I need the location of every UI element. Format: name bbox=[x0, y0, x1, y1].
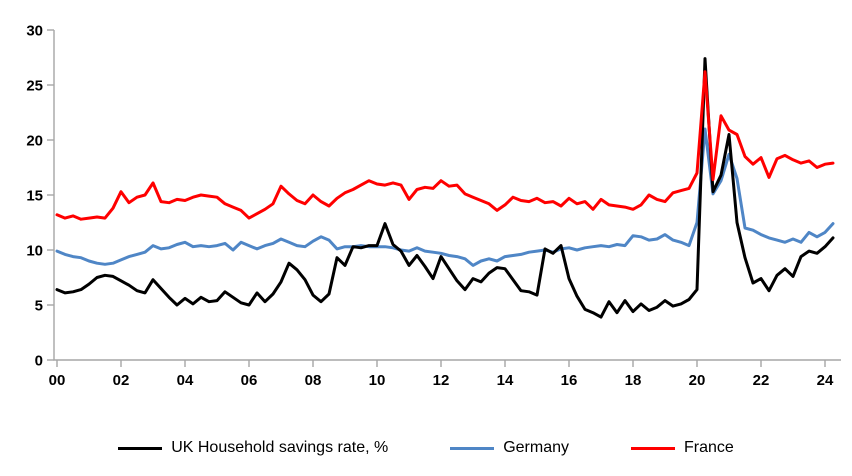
legend-swatch-france bbox=[631, 446, 675, 450]
y-tick-label: 30 bbox=[26, 23, 43, 40]
x-tick-label: 02 bbox=[113, 372, 130, 389]
y-tick-label: 15 bbox=[26, 188, 43, 205]
y-tick-label: 10 bbox=[26, 243, 43, 260]
legend-label-france: France bbox=[684, 439, 734, 456]
legend-label-uk: UK Household savings rate, % bbox=[171, 439, 389, 456]
y-tick-label: 25 bbox=[26, 78, 43, 95]
x-tick-label: 08 bbox=[305, 372, 322, 389]
x-tick-label: 00 bbox=[49, 372, 66, 389]
legend-item-uk: UK Household savings rate, % bbox=[118, 439, 388, 457]
chart-legend: UK Household savings rate, % Germany Fra… bbox=[0, 428, 852, 468]
x-tick-label: 22 bbox=[753, 372, 770, 389]
legend-swatch-uk bbox=[118, 446, 163, 450]
legend-item-france: France bbox=[631, 439, 734, 457]
legend-item-germany: Germany bbox=[450, 439, 569, 457]
y-tick-label: 5 bbox=[35, 298, 43, 315]
axis-lines bbox=[53, 30, 841, 361]
legend-label-germany: Germany bbox=[503, 439, 569, 456]
x-tick-label: 04 bbox=[177, 372, 194, 389]
series-line-france bbox=[55, 70, 835, 221]
x-tick-label: 18 bbox=[625, 372, 642, 389]
x-tick-label: 16 bbox=[561, 372, 578, 389]
x-tick-label: 12 bbox=[433, 372, 450, 389]
x-tick-label: 24 bbox=[817, 372, 834, 389]
x-tick-label: 06 bbox=[241, 372, 258, 389]
x-tick-label: 14 bbox=[497, 372, 514, 389]
y-tick-label: 20 bbox=[26, 133, 43, 150]
x-tick-label: 10 bbox=[369, 372, 386, 389]
y-tick-label: 0 bbox=[35, 353, 43, 370]
x-tick-label: 20 bbox=[689, 372, 706, 389]
series-line-germany bbox=[55, 127, 835, 267]
plot-area: 0 5 10 15 20 25 30 00 02 04 06 08 10 12 14 16 18 20 22 24 bbox=[26, 23, 841, 389]
legend-swatch-germany bbox=[450, 446, 495, 450]
